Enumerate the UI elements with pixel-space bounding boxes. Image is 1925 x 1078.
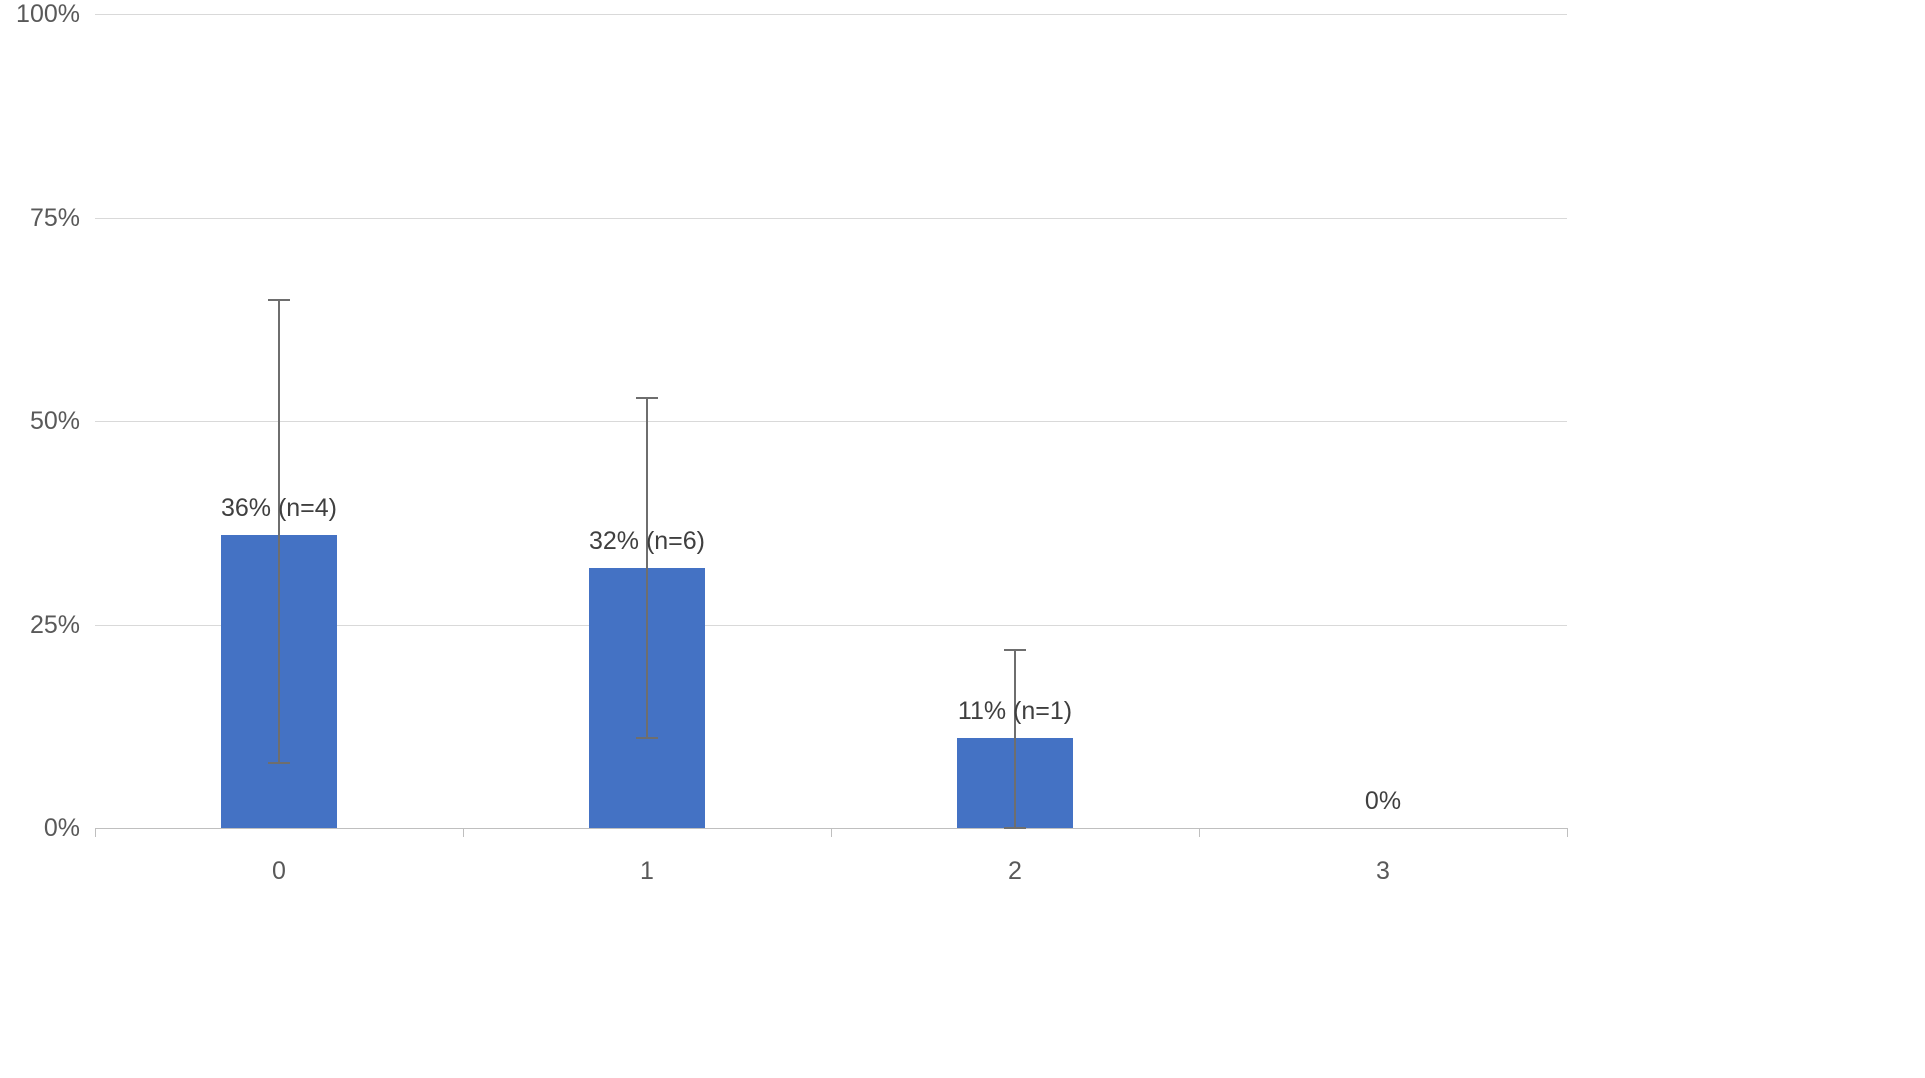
error-bar-cap-top	[636, 397, 658, 399]
x-axis-category-label: 1	[640, 857, 654, 885]
x-axis-tick	[831, 828, 832, 837]
error-bar-cap-top	[1004, 649, 1026, 651]
error-bar-cap-bottom	[268, 762, 290, 764]
error-bar-cap-top	[268, 299, 290, 301]
gridline	[95, 218, 1567, 219]
x-axis-tick	[95, 828, 96, 837]
gridline	[95, 625, 1567, 626]
error-bar-line	[1014, 649, 1016, 828]
bar-data-label: 0%	[1364, 787, 1402, 815]
bar-data-label: 11% (n=1)	[957, 697, 1073, 725]
error-bar-cap-bottom	[636, 737, 658, 739]
bar-data-label: 36% (n=4)	[220, 494, 338, 522]
gridline	[95, 421, 1567, 422]
error-bar-line	[646, 397, 648, 739]
y-axis-label: 50%	[29, 407, 80, 435]
y-axis-label: 25%	[29, 611, 80, 639]
y-axis-label: 75%	[29, 204, 80, 232]
y-axis-label: 0%	[43, 814, 80, 842]
gridline	[95, 14, 1567, 15]
y-axis-label: 100%	[16, 0, 80, 28]
error-bar-cap-bottom	[1004, 827, 1026, 829]
x-axis-tick	[463, 828, 464, 837]
x-axis-tick	[1567, 828, 1568, 837]
x-axis-tick	[1199, 828, 1200, 837]
x-axis-category-label: 0	[272, 857, 286, 885]
error-bar-line	[278, 299, 280, 763]
x-axis-category-label: 2	[1008, 857, 1022, 885]
bar-data-label: 32% (n=6)	[588, 527, 706, 555]
x-axis-category-label: 3	[1376, 857, 1390, 885]
